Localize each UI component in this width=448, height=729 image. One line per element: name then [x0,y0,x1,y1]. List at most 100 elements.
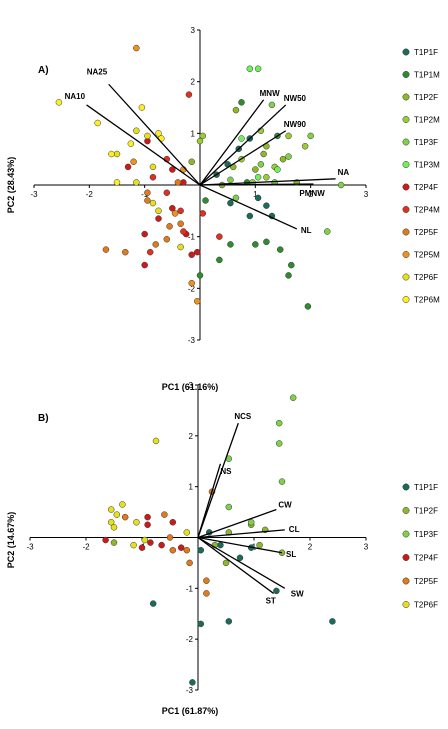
data-point-t2p4f [169,166,176,173]
data-point-t1p3m [254,65,262,72]
data-point-t2p4m [199,210,207,217]
data-point-t2p4f [141,261,148,269]
x-axis-title: PC1 (61.16%) [162,382,219,392]
legend-entry: T1P1F [414,483,438,492]
data-point-t2p6m [94,119,101,127]
data-point-t2p4f [138,544,146,551]
data-point-t2p5f [166,223,173,230]
vector-label-nw50: NW50 [284,94,307,103]
data-point-t1p3f [268,101,276,109]
legend-marker [402,183,410,191]
y-axis-title: PC2 (14.67%) [6,512,16,569]
data-point-t2p5f [163,236,171,243]
pca-panel-b: -3-3-2-2-1-1112233NCSNSCWCLSLSTSWB)PC1 (… [6,381,438,716]
data-point-t2p5f [121,513,129,521]
data-point-t2p4f [155,215,162,222]
vector-label-na25: NA25 [87,67,108,76]
x-tick-label: 2 [308,190,313,199]
vector-label-sw: SW [291,589,304,598]
legend-entry: T1P2M [414,116,440,125]
legend-entry: T1P2F [414,507,438,516]
data-point-t2p6f [149,199,157,207]
loading-vector-pmnw [199,183,314,186]
data-point-t1p1m [238,99,245,106]
data-point-t1p2m [199,132,207,140]
data-point-t2p6f [141,536,149,544]
data-point-t1p3f [275,440,283,447]
y-axis-title: PC2 (28.43%) [6,157,16,214]
y-tick-label: -3 [188,336,196,345]
data-point-t2p6f [133,179,140,186]
data-point-t2p6m [155,130,162,137]
data-point-t1p1f [149,600,157,607]
data-point-t1p1f [197,546,205,554]
y-tick-label: 1 [191,129,196,138]
data-point-t1p2f [232,106,240,114]
y-tick-label: 2 [189,432,194,441]
vector-label-mnw: MNW [260,89,280,98]
data-point-t1p1f [263,202,270,209]
panel-label: A) [38,65,49,76]
data-point-t1p2f [252,166,259,173]
loading-vector-sl [197,536,283,554]
legend-entry: T2P4M [414,206,440,215]
legend-marker [402,228,410,236]
data-point-t2p6f [113,150,121,158]
data-point-t2p6f [183,529,191,536]
data-point-t1p3m [274,166,281,173]
loading-vector-na25 [108,83,201,186]
legend-marker [402,48,410,56]
loading-vector-ncs [197,422,239,538]
vector-label-ncs: NCS [234,412,252,421]
data-point-t2p6f [130,541,137,549]
vector-label-st: ST [266,596,276,605]
data-point-t2p6f [133,519,140,526]
data-point-t1p1m [263,238,270,246]
x-tick-label: 3 [364,543,369,552]
data-point-t1p3f [275,419,283,427]
legend-entry: T2P5F [414,577,438,586]
data-point-t2p5f [161,511,168,518]
loading-vector-cl [197,529,285,539]
y-tick-label: -2 [188,284,196,293]
data-point-t2p5f [102,246,110,253]
x-axis-title: PC1 (61.87%) [162,706,219,716]
data-point-t2p6f [113,511,121,518]
x-tick-label: -3 [30,190,38,199]
data-point-t2p5f [203,590,210,597]
data-point-t2p6f [152,437,160,445]
data-point-t2p4f [124,163,132,171]
data-point-t1p2m [196,137,204,145]
x-tick-label: -3 [26,543,34,552]
legend-entry: T1P1M [414,71,440,80]
data-point-t1p3f [278,478,286,485]
data-point-t1p2f [222,559,230,567]
data-point-t2p5m [133,44,140,52]
data-point-t2p4f [158,541,165,549]
data-point-t1p1f [197,620,205,628]
legend-entry: T2P4F [414,183,438,192]
data-point-t1p2m [263,174,270,181]
data-point-t1p1m [196,272,204,279]
legend-marker [402,206,410,213]
data-point-t1p2m [285,132,292,140]
data-point-t2p4f [188,251,195,258]
legend-marker [402,251,410,258]
data-point-t1p3f [324,228,331,235]
data-point-t2p5f [183,546,191,554]
data-point-t2p5f [144,197,151,204]
data-point-t2p4f [141,230,148,238]
data-point-t1p1m [227,241,234,248]
data-point-t2p4m [180,228,187,235]
legend-marker [402,530,410,538]
y-tick-label: 1 [189,483,194,492]
data-point-t1p1f [227,199,234,207]
loading-vector-na10 [86,104,201,186]
y-tick-label: -1 [186,584,194,593]
legend-marker [402,138,410,146]
x-tick-label: 1 [253,190,258,199]
data-point-t2p5f [152,241,159,248]
data-point-t1p3f [285,153,292,160]
data-point-t2p6m [113,179,121,186]
